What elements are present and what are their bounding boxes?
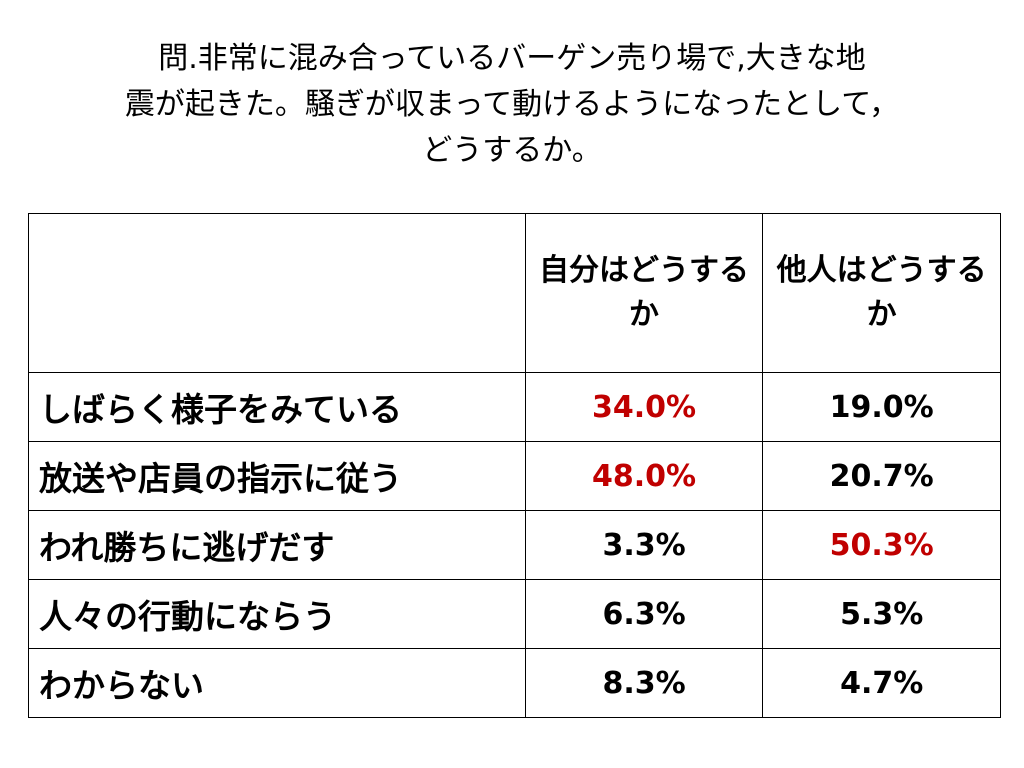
table-body: 自分はどうするか 他人はどうするか しばらく様子をみている 34.0% 19.0% 放送や… — [28, 213, 1001, 718]
table-row: 人々の行動にならう 6.3% 5.3% — [28, 579, 1001, 649]
table-row: わからない 8.3% 4.7% — [28, 648, 1001, 718]
slide-title: 問.非常に混み合っているバーゲン売り場で,大きな地 震が起きた。騒ぎが収まって動… — [30, 36, 994, 174]
value-cell: 4.7% — [762, 648, 1001, 718]
row-label: われ勝ちに逃げだす — [28, 510, 526, 580]
row-label: わからない — [28, 648, 526, 718]
value-cell: 48.0% — [524, 441, 764, 511]
title-line: 問.非常に混み合っているバーゲン売り場で,大きな地 — [158, 41, 866, 76]
value-cell: 50.3% — [762, 510, 1001, 580]
value-cell: 8.3% — [524, 648, 764, 718]
row-label: 人々の行動にならう — [28, 579, 526, 649]
value-cell: 3.3% — [524, 510, 764, 580]
value-cell: 34.0% — [524, 372, 764, 442]
table-row: 放送や店員の指示に従う 48.0% 20.7% — [28, 441, 1001, 511]
table-row: しばらく様子をみている 34.0% 19.0% — [28, 372, 1001, 442]
title-line: どうするか。 — [422, 133, 602, 168]
header-cell — [28, 213, 526, 373]
row-label: 放送や店員の指示に従う — [28, 441, 526, 511]
value-cell: 19.0% — [762, 372, 1001, 442]
results-table: 自分はどうするか 他人はどうするか しばらく様子をみている 34.0% 19.0% 放送や… — [28, 213, 1001, 718]
row-label: しばらく様子をみている — [28, 372, 526, 442]
title-line: 震が起きた。騒ぎが収まって動けるようになったとして， — [124, 87, 900, 122]
table-row: われ勝ちに逃げだす 3.3% 50.3% — [28, 510, 1001, 580]
header-cell: 自分はどうするか — [524, 213, 764, 373]
value-cell: 20.7% — [762, 441, 1001, 511]
header-cell: 他人はどうするか — [762, 213, 1001, 373]
value-cell: 6.3% — [524, 579, 764, 649]
header-row: 自分はどうするか 他人はどうするか — [28, 213, 1001, 373]
value-cell: 5.3% — [762, 579, 1001, 649]
